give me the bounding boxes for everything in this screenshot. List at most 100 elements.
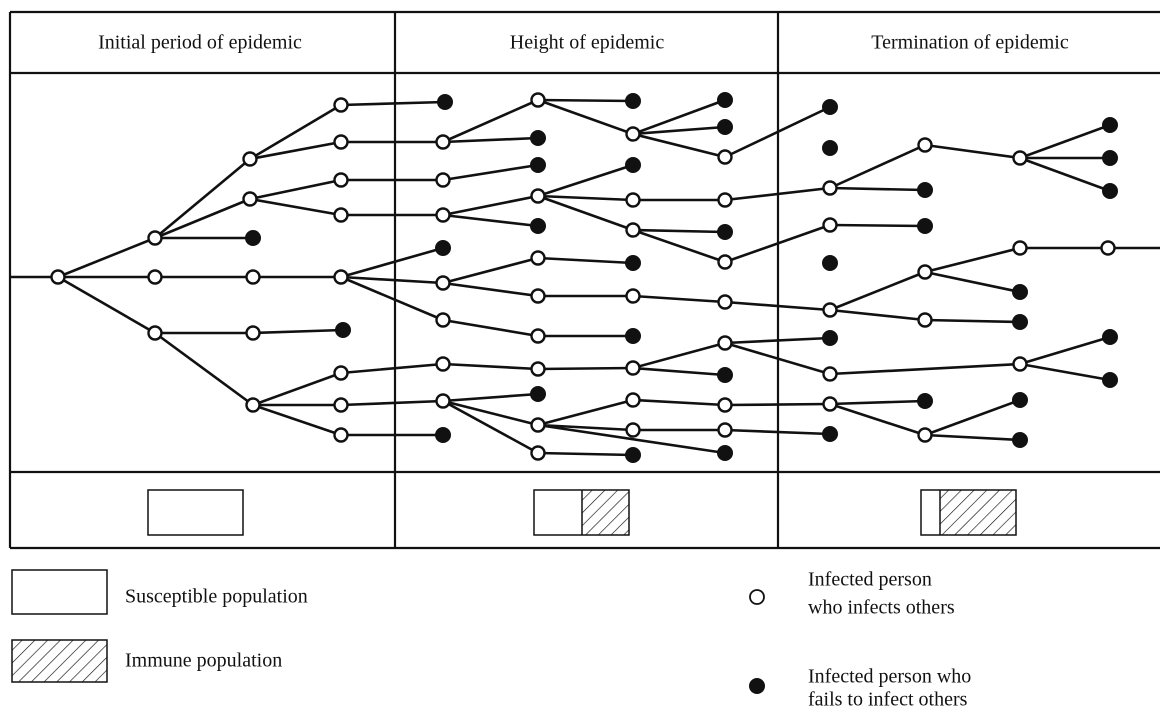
edge bbox=[442, 256, 539, 285]
spreading-case bbox=[333, 397, 349, 413]
edge bbox=[632, 341, 726, 370]
spreading-case bbox=[147, 269, 163, 285]
spreading-case bbox=[625, 222, 641, 238]
spreading-case bbox=[333, 97, 349, 113]
edge bbox=[537, 451, 634, 457]
edge bbox=[924, 318, 1021, 324]
legend-open-circle bbox=[749, 589, 765, 605]
column-header: Initial period of epidemic bbox=[98, 32, 302, 54]
edge bbox=[442, 98, 539, 144]
immune-part bbox=[940, 490, 1016, 535]
non-spreading-case bbox=[822, 330, 838, 346]
legend-label: Infected person who bbox=[808, 666, 971, 688]
edge bbox=[252, 371, 342, 407]
spreading-case bbox=[435, 393, 451, 409]
edge bbox=[1019, 362, 1111, 382]
edge bbox=[632, 125, 726, 136]
spreading-case bbox=[147, 325, 163, 341]
non-spreading-case bbox=[530, 218, 546, 234]
edge bbox=[829, 223, 926, 228]
non-spreading-case bbox=[917, 393, 933, 409]
edge bbox=[632, 228, 726, 264]
edge bbox=[442, 136, 539, 144]
non-spreading-case bbox=[435, 427, 451, 443]
spreading-case bbox=[242, 191, 258, 207]
spreading-case bbox=[435, 356, 451, 372]
non-spreading-case bbox=[822, 99, 838, 115]
non-spreading-case bbox=[530, 157, 546, 173]
spreading-case bbox=[245, 325, 261, 341]
spreading-case bbox=[1012, 240, 1028, 256]
edge bbox=[537, 423, 726, 455]
edge bbox=[442, 399, 539, 455]
spreading-case bbox=[1100, 240, 1116, 256]
non-spreading-case bbox=[717, 445, 733, 461]
edge bbox=[724, 336, 831, 345]
edge bbox=[442, 399, 539, 427]
non-spreading-case bbox=[625, 328, 641, 344]
spreading-case bbox=[717, 335, 733, 351]
edge bbox=[924, 246, 1021, 274]
spreading-case bbox=[245, 397, 261, 413]
edge bbox=[829, 308, 926, 322]
edge bbox=[632, 366, 726, 377]
spreading-case bbox=[1012, 150, 1028, 166]
column-header: Termination of epidemic bbox=[871, 32, 1069, 54]
spreading-case bbox=[822, 217, 838, 233]
non-spreading-case bbox=[1102, 329, 1118, 345]
spreading-case bbox=[717, 397, 733, 413]
spreading-case bbox=[333, 269, 349, 285]
edge bbox=[537, 366, 634, 371]
edge bbox=[249, 178, 342, 201]
edge bbox=[154, 331, 254, 407]
spreading-case bbox=[822, 302, 838, 318]
legend-label: Susceptible population bbox=[125, 586, 308, 608]
spreading-case bbox=[245, 269, 261, 285]
non-spreading-case bbox=[1102, 150, 1118, 166]
spreading-case bbox=[435, 275, 451, 291]
non-spreading-case bbox=[717, 224, 733, 240]
non-spreading-case bbox=[1102, 183, 1118, 199]
spreading-case bbox=[435, 312, 451, 328]
spreading-case bbox=[625, 360, 641, 376]
edge bbox=[442, 362, 539, 371]
edge bbox=[724, 428, 831, 436]
spreading-case bbox=[530, 92, 546, 108]
edge bbox=[252, 403, 342, 437]
edge bbox=[537, 98, 634, 136]
spreading-case bbox=[717, 422, 733, 438]
non-spreading-case bbox=[437, 94, 453, 110]
spreading-case bbox=[717, 294, 733, 310]
spreading-case bbox=[717, 254, 733, 270]
non-spreading-case bbox=[917, 218, 933, 234]
spreading-case bbox=[530, 288, 546, 304]
legend-swatch bbox=[11, 569, 108, 615]
spreading-case bbox=[1012, 356, 1028, 372]
edge bbox=[924, 398, 1021, 437]
edge bbox=[724, 186, 831, 202]
edge bbox=[829, 270, 926, 312]
spreading-case bbox=[333, 365, 349, 381]
edge bbox=[340, 275, 444, 285]
spreading-case bbox=[242, 151, 258, 167]
edge bbox=[537, 398, 634, 427]
edge bbox=[249, 103, 342, 161]
spreading-case bbox=[625, 392, 641, 408]
edge bbox=[537, 98, 634, 103]
spreading-case bbox=[435, 134, 451, 150]
edge bbox=[537, 194, 634, 232]
non-spreading-case bbox=[1012, 432, 1028, 448]
legend-label: Immune population bbox=[125, 650, 282, 672]
edge bbox=[724, 105, 831, 159]
non-spreading-case bbox=[245, 230, 261, 246]
non-spreading-case bbox=[717, 119, 733, 135]
immune-part bbox=[582, 490, 629, 535]
legend: Susceptible population Immune population… bbox=[11, 569, 971, 711]
edge bbox=[249, 197, 342, 217]
non-spreading-case bbox=[530, 130, 546, 146]
edge bbox=[442, 213, 539, 228]
edge bbox=[340, 246, 444, 279]
edge bbox=[924, 143, 1021, 160]
legend-label: Infected person bbox=[808, 569, 932, 591]
